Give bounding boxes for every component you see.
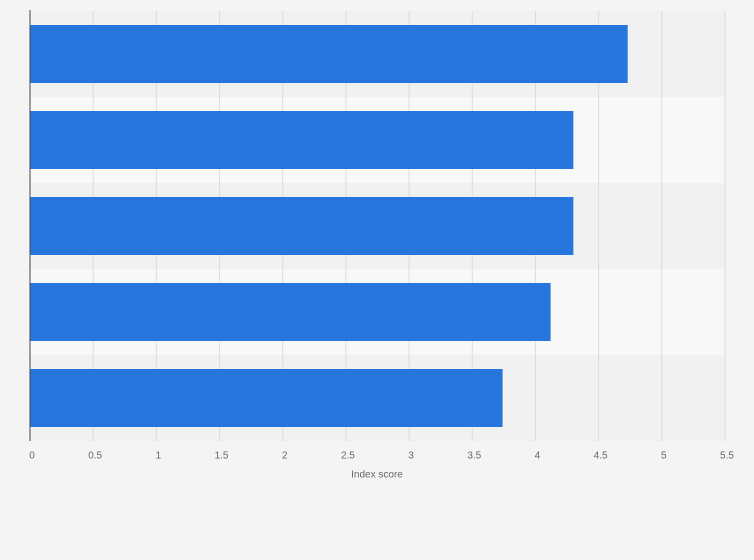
x-tick-label: 3 (408, 451, 414, 462)
x-axis-title: Index score (351, 470, 403, 481)
bar (30, 283, 551, 341)
x-tick-label: 2 (282, 451, 288, 462)
x-tick-label: 4.5 (594, 451, 608, 462)
x-tick-label: 0 (29, 451, 35, 462)
x-tick-label: 1 (156, 451, 162, 462)
x-tick-label: 1.5 (215, 451, 229, 462)
x-tick-label: 5 (661, 451, 667, 462)
x-tick-label: 2.5 (341, 451, 355, 462)
x-tick-label: 0.5 (88, 451, 102, 462)
bar (30, 25, 628, 83)
bar (30, 369, 503, 427)
bar (30, 197, 574, 255)
x-tick-label: 5.5 (720, 451, 734, 462)
x-tick-label: 4 (535, 451, 541, 462)
bar (30, 111, 574, 169)
x-tick-label: 3.5 (467, 451, 481, 462)
